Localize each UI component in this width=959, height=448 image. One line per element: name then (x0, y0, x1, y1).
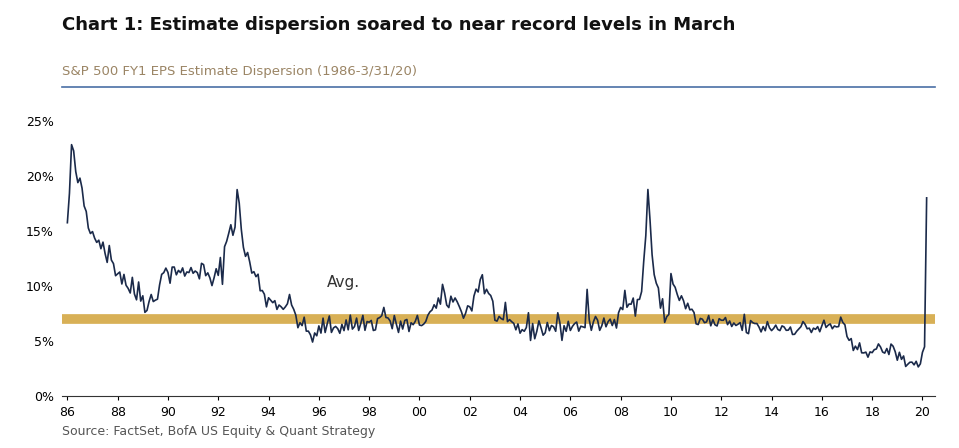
Text: Source: FactSet, BofA US Equity & Quant Strategy: Source: FactSet, BofA US Equity & Quant … (62, 425, 376, 438)
Text: S&P 500 FY1 EPS Estimate Dispersion (1986-3/31/20): S&P 500 FY1 EPS Estimate Dispersion (198… (62, 65, 417, 78)
Text: Chart 1: Estimate dispersion soared to near record levels in March: Chart 1: Estimate dispersion soared to n… (62, 16, 736, 34)
Text: Avg.: Avg. (326, 276, 360, 290)
